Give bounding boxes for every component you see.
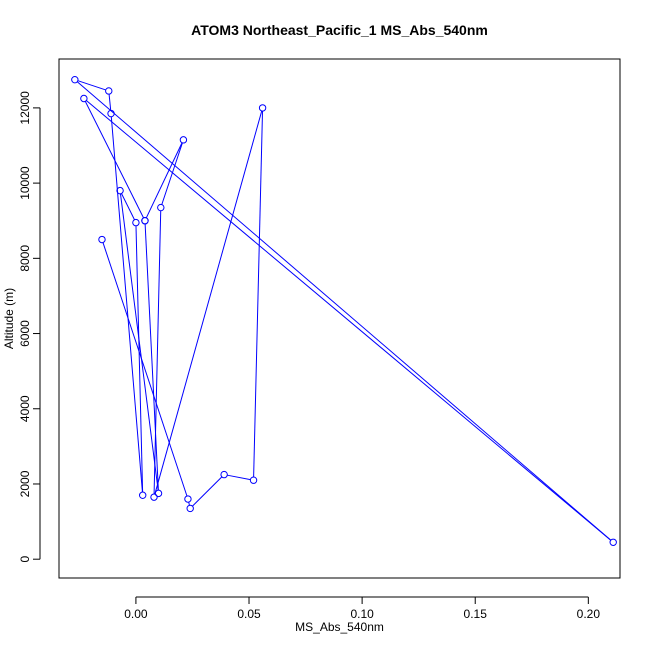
x-tick-label: 0.00 [124, 607, 148, 621]
series-segment [108, 94, 112, 111]
data-point [157, 203, 165, 212]
data-point [141, 217, 149, 225]
chart-title: ATOM3 Northeast_Pacific_1 MS_Abs_540nm [191, 22, 488, 38]
y-tick-label: 12000 [18, 91, 32, 125]
data-point [116, 186, 124, 195]
data-point [150, 493, 158, 501]
data-point [107, 109, 115, 118]
y-tick-label: 0 [18, 556, 32, 563]
series-layer [71, 75, 617, 546]
x-tick-label: 0.15 [464, 607, 488, 621]
series-segment [121, 193, 135, 220]
data-point [179, 136, 188, 144]
data-point [609, 538, 617, 546]
series-segment [161, 142, 183, 205]
data-point [138, 491, 147, 499]
y-tick-label: 4000 [18, 395, 32, 422]
series-segment [227, 474, 251, 481]
plot-frame [58, 58, 621, 579]
series-segment [188, 502, 190, 506]
data-point [249, 476, 258, 484]
data-point [258, 104, 267, 112]
series-segment [102, 242, 188, 497]
series-segment [153, 210, 162, 494]
data-point [132, 218, 140, 227]
x-axis-label: MS_Abs_540nm [295, 620, 384, 634]
data-point [186, 504, 194, 513]
data-point [80, 94, 88, 103]
series-segment [145, 142, 183, 219]
y-tick-label: 2000 [18, 470, 32, 497]
data-point [220, 470, 228, 479]
series-segment [192, 476, 223, 507]
y-tick-label: 6000 [18, 320, 32, 347]
series-segment [76, 81, 612, 541]
series-segment [253, 111, 264, 478]
series-segment [144, 223, 159, 491]
x-axis: 0.00 0.05 0.10 0.15 0.20 [124, 596, 601, 621]
data-point [105, 87, 113, 95]
series-segment [77, 80, 106, 91]
y-tick-label: 10000 [18, 166, 32, 200]
x-tick-label: 0.10 [350, 607, 374, 621]
x-tick-label: 0.20 [577, 607, 601, 621]
y-axis-label: Altitude (m) [2, 288, 16, 349]
y-tick-label: 8000 [18, 245, 32, 272]
series-segment [110, 116, 143, 493]
x-tick-label: 0.05 [237, 607, 261, 621]
data-point [71, 75, 79, 84]
series-segment [154, 110, 263, 495]
series-segment [135, 225, 144, 493]
y-axis: 0 2000 4000 6000 8000 10000 12000 [18, 91, 41, 563]
data-point [184, 495, 192, 503]
series-segment [86, 100, 612, 541]
data-point [98, 235, 106, 244]
data-point [154, 489, 163, 498]
series-segment [84, 101, 144, 219]
